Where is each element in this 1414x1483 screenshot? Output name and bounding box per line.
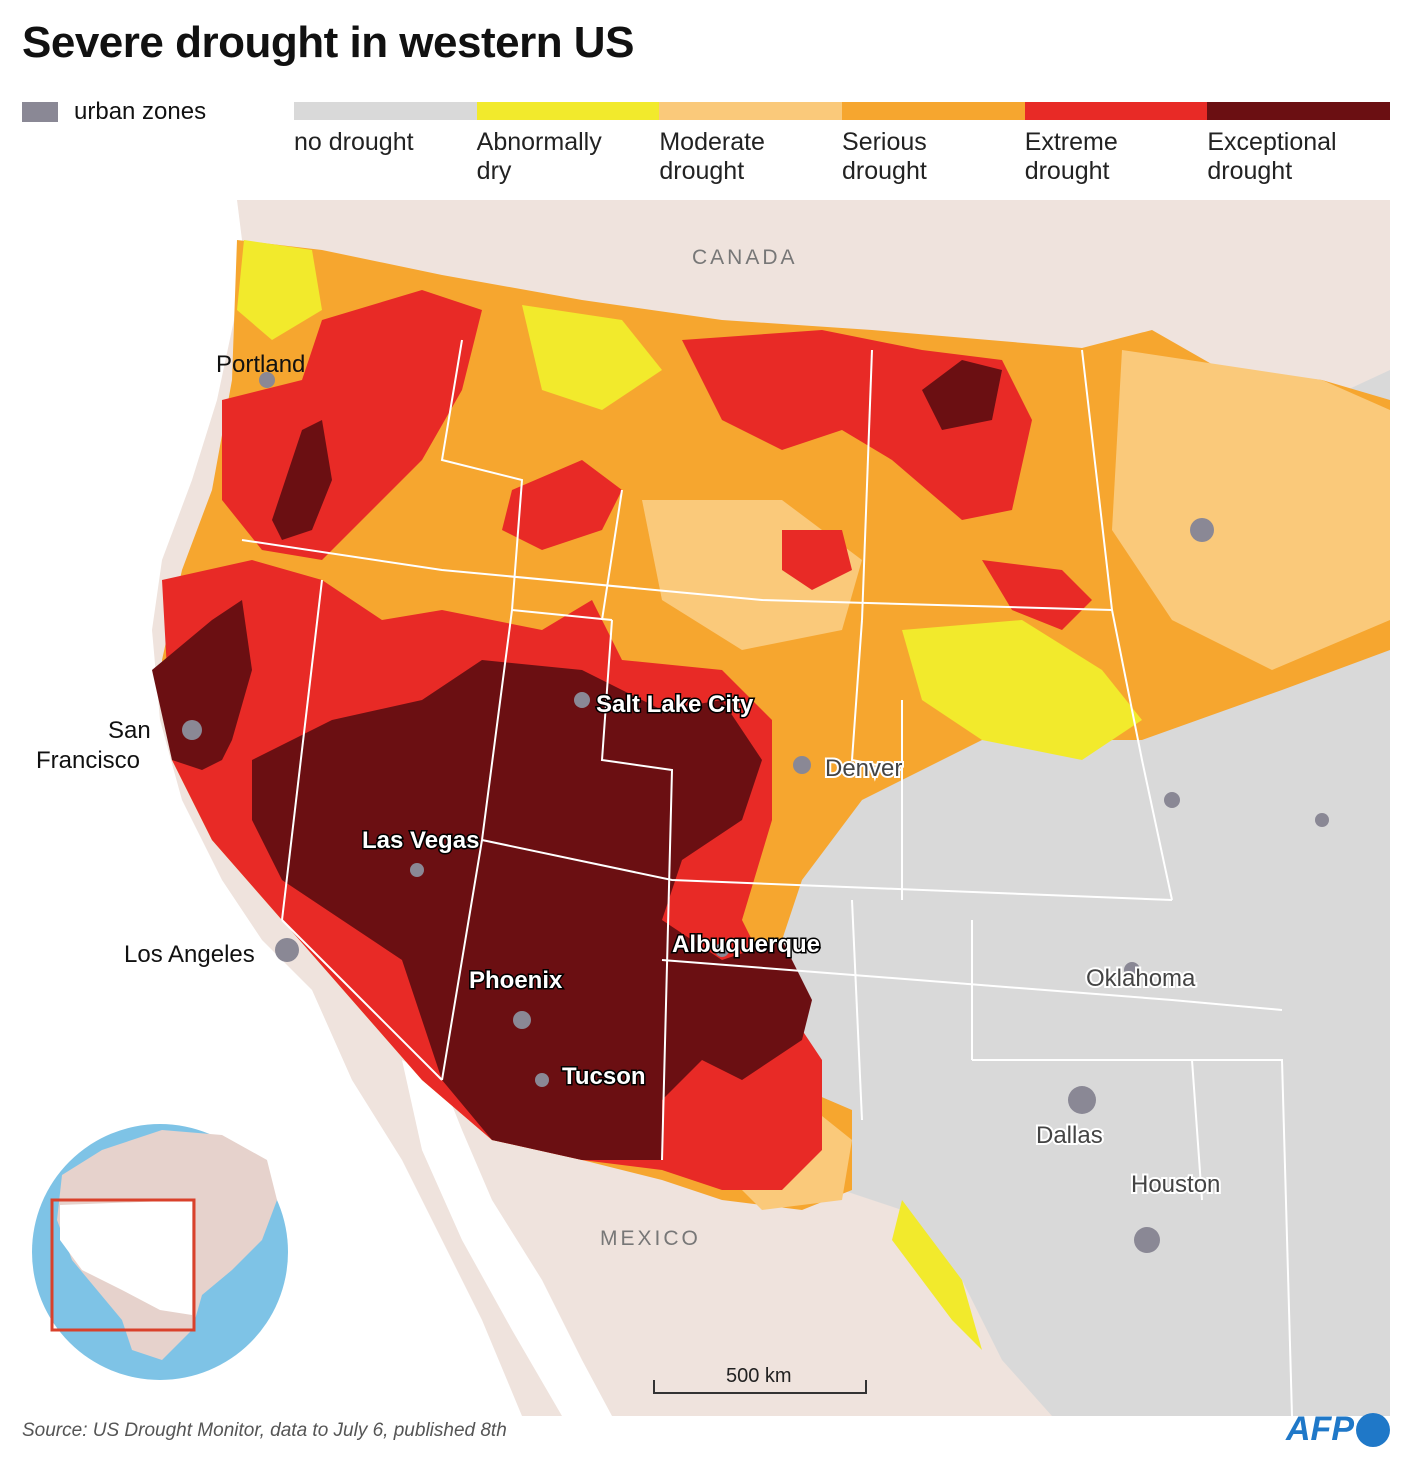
city-label-san-francisco-2: Francisco (36, 747, 140, 774)
afp-logo-text: AFP (1286, 1410, 1354, 1448)
city-label-dallas: Dallas (1036, 1122, 1103, 1149)
legend-label-abnormally-dry: Abnormally dry (476, 128, 602, 185)
drought-legend: no drought Abnormally dry Moderate droug… (294, 102, 1391, 186)
legend-swatch-extreme-drought (1024, 102, 1208, 120)
legend-serious-drought: Serious drought (842, 102, 1025, 186)
region-exceptional-drought (152, 600, 252, 770)
legend-swatch-exceptional-drought (1207, 102, 1391, 120)
region-abnormally-dry-ne (902, 620, 1142, 760)
region-extreme-drought-nd (982, 560, 1092, 630)
legend-label-no-drought: no drought (294, 128, 414, 156)
legend-moderate-drought: Moderate drought (659, 102, 843, 186)
region-moderate-drought (1112, 350, 1390, 670)
state-borders (241, 339, 1293, 1416)
legend-swatch-serious-drought (842, 102, 1025, 120)
inset-us-white (60, 1200, 192, 1315)
legend-swatch-abnormally-dry (476, 102, 660, 120)
gulf-of-california (402, 1060, 612, 1416)
city-label-houston: Houston (1131, 1171, 1220, 1198)
city-label-oklahoma: Oklahoma (1086, 965, 1196, 992)
country-label-canada: CANADA (692, 246, 798, 269)
region-abnormally-dry-tx (892, 1200, 982, 1350)
urban-zones-swatch (22, 102, 58, 122)
legend-label-moderate-drought: Moderate drought (659, 128, 765, 185)
scale-bar (653, 1380, 867, 1394)
legend-label-extreme-drought: Extreme drought (1024, 128, 1118, 185)
urban-zones (182, 372, 1329, 1253)
legend-extreme-drought: Extreme drought (1024, 102, 1208, 186)
city-label-albuquerque: Albuquerque (672, 931, 820, 958)
map-title: Severe drought in western US (22, 18, 634, 67)
locator-inset (32, 1124, 288, 1380)
city-label-las-vegas: Las Vegas (362, 827, 479, 854)
legend-label-serious-drought: Serious drought (842, 128, 927, 185)
legend-swatch-moderate-drought (659, 102, 843, 120)
urban-zones-legend: urban zones (22, 98, 206, 126)
region-abnormally-dry-wa (237, 240, 322, 340)
city-label-phoenix: Phoenix (469, 967, 563, 994)
scale-bar-label: 500 km (726, 1365, 792, 1387)
city-label-san-francisco-1: San (108, 717, 151, 744)
legend-abnormally-dry: Abnormally dry (476, 102, 660, 186)
legend-no-drought: no drought (294, 102, 477, 186)
city-label-los-angeles: Los Angeles (124, 941, 255, 968)
region-abnormally-dry-mt (522, 305, 662, 410)
region-extreme-drought-wy (782, 530, 852, 590)
region-exceptional-drought-or (272, 420, 332, 540)
source-note: Source: US Drought Monitor, data to July… (22, 1420, 507, 1441)
city-label-salt-lake-city: Salt Lake City (596, 691, 754, 718)
inset-focus-frame (50, 1198, 196, 1332)
city-label-tucson: Tucson (562, 1063, 646, 1090)
afp-logo: AFP (1286, 1410, 1390, 1449)
city-label-portland: Portland (216, 351, 305, 378)
legend-label-exceptional-drought: Exceptional drought (1207, 128, 1337, 185)
region-extreme-drought-id (502, 460, 622, 550)
afp-logo-dot (1356, 1412, 1390, 1447)
country-label-mexico: MEXICO (600, 1227, 701, 1250)
region-exceptional-drought-mt (922, 360, 1002, 430)
urban-zones-label: urban zones (74, 98, 207, 125)
drought-map: CANADA MEXICO Portland San Francisco Los… (22, 200, 1390, 1416)
pacific-ocean (22, 200, 522, 1416)
city-label-denver: Denver (825, 755, 902, 782)
legend-exceptional-drought: Exceptional drought (1207, 102, 1391, 186)
legend-swatch-no-drought (294, 102, 477, 120)
